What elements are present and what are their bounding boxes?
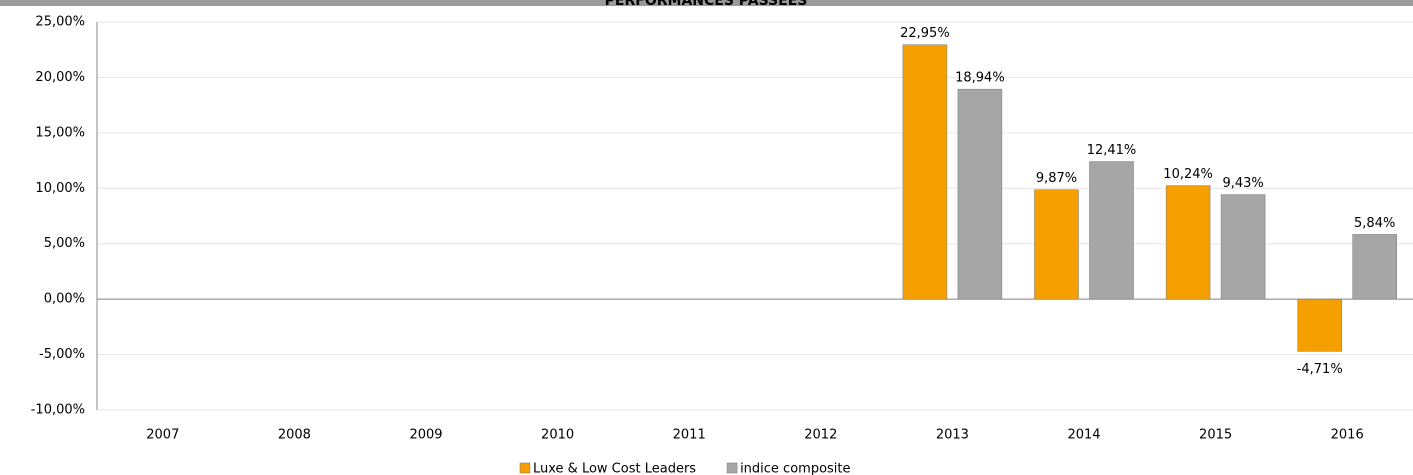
y-tick-label: 15,00% [35,125,85,140]
chart-title: PERFORMANCES PASSEES [605,0,808,9]
y-tick-label: 25,00% [35,15,85,30]
x-tick-label: 2010 [541,428,574,443]
x-tick-label: 2011 [673,428,706,443]
data-label: 12,41% [1087,143,1137,158]
x-tick-label: 2007 [146,428,179,443]
data-label: 18,94% [955,71,1005,86]
x-tick-label: 2015 [1199,428,1232,443]
bar [1034,189,1079,300]
y-tick-label: 10,00% [35,181,85,196]
y-tick-label: 5,00% [44,236,85,251]
x-tick-label: 2009 [409,428,442,443]
y-tick-label: -10,00% [31,403,85,418]
x-tick-label: 2014 [1067,428,1100,443]
data-label: 9,87% [1036,171,1077,186]
x-tick-label: 2013 [936,428,969,443]
data-label: 22,95% [900,26,950,41]
bar [1220,194,1266,300]
legend-swatch [726,462,738,474]
bar [1165,185,1211,300]
data-label: 9,43% [1222,176,1263,191]
x-tick-label: 2012 [804,428,837,443]
bar [1297,298,1342,352]
data-label: 10,24% [1163,167,1213,182]
bar [957,88,1003,300]
legend-label: indice composite [740,462,850,475]
x-tick-label: 2008 [278,428,311,443]
data-label: -4,71% [1297,362,1343,377]
y-tick-label: 20,00% [35,70,85,85]
top-banner [0,0,1413,6]
legend-label: Luxe & Low Cost Leaders [533,462,696,475]
legend-swatch [519,462,531,474]
bar [902,44,948,300]
data-label: 5,84% [1354,216,1395,231]
y-tick-label: -5,00% [39,347,85,362]
x-tick-label: 2016 [1331,428,1364,443]
y-tick-label: 0,00% [44,292,85,307]
bar [1352,234,1397,300]
bar [1089,161,1134,300]
